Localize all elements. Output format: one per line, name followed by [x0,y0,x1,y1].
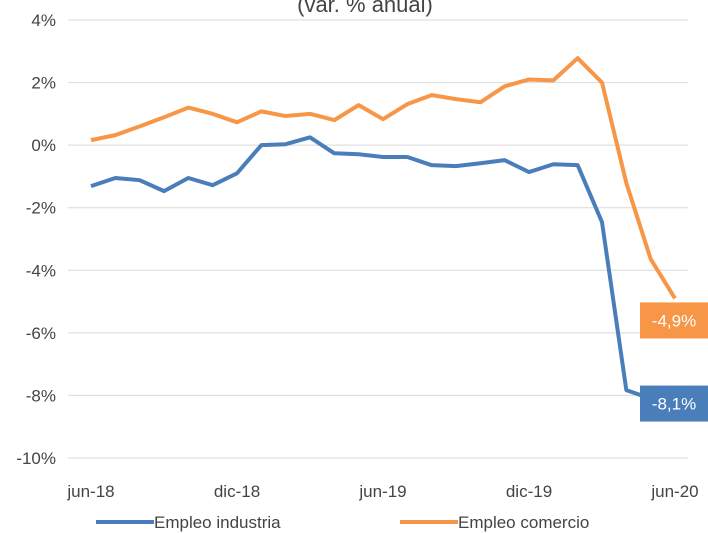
x-tick-label: jun-20 [650,482,698,501]
legend-label: Empleo industria [154,513,281,532]
value-label-box [640,385,708,422]
legend-label: Empleo comercio [458,513,589,532]
y-tick-label: -10% [16,449,56,468]
y-tick-label: 4% [31,11,56,30]
x-tick-label: jun-18 [66,482,114,501]
y-tick-label: -6% [26,324,56,343]
y-tick-label: -2% [26,199,56,218]
y-tick-label: -4% [26,261,56,280]
x-tick-label: jun-19 [358,482,406,501]
y-tick-label: -8% [26,386,56,405]
chart-subtitle: (var. % anual) [297,0,433,17]
x-tick-label: dic-19 [506,482,552,501]
value-label-box [640,302,708,339]
line-series [90,135,652,401]
x-tick-label: dic-18 [214,482,260,501]
line-series [90,56,677,300]
value-label: -8,1% [652,395,696,414]
y-tick-label: 2% [31,74,56,93]
value-label: -4,9% [652,311,696,330]
y-tick-label: 0% [31,136,56,155]
